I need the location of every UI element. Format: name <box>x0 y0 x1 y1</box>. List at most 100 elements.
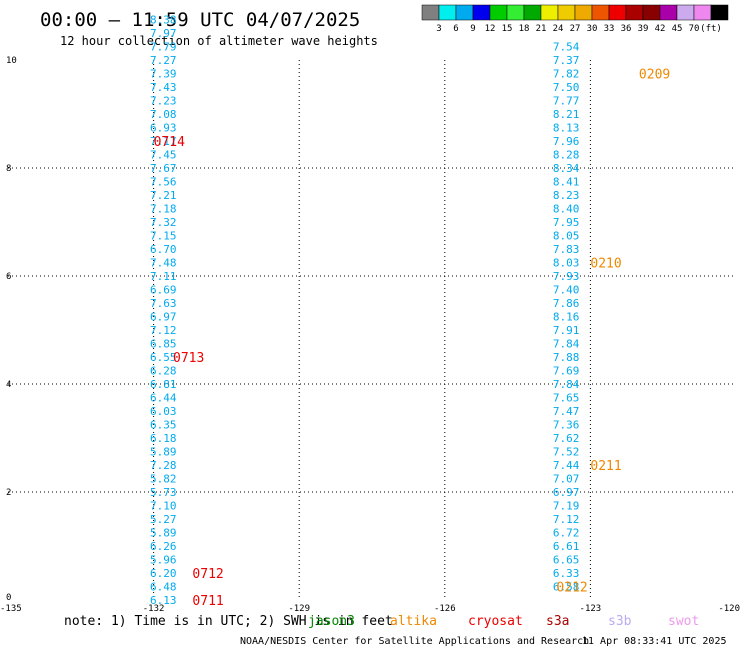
wave-height-value: 5.96 <box>150 554 177 567</box>
colorbar-label: 33 <box>604 24 615 34</box>
wave-height-value: 8.34 <box>553 162 580 175</box>
wave-height-value: 7.21 <box>150 189 177 202</box>
wave-height-value: 6.69 <box>150 284 177 297</box>
wave-height-points: 6.136.486.205.966.26 5.89 5.277.105.735.82… <box>150 14 580 608</box>
colorbar-swatch <box>625 4 644 21</box>
satellite-legend: jason3 altika cryosat s3a s3b swot <box>308 614 699 629</box>
chart-footer: note: 1) Time is in UTC; 2) SWH is in fe… <box>64 614 727 647</box>
wave-height-value: 8.38 <box>150 14 177 27</box>
satellite-name: s3a <box>546 614 569 629</box>
wave-height-value: 6.85 <box>150 338 177 351</box>
y-tick-label: 8 <box>6 164 11 174</box>
colorbar-swatch <box>710 4 729 21</box>
wave-height-value: 6.72 <box>553 527 580 540</box>
pass-time-label: 0210 <box>590 257 621 272</box>
wave-height-value: 6.35 <box>150 419 177 432</box>
wave-height-value: 7.45 <box>150 149 177 162</box>
y-tick-label: 2 <box>6 488 11 498</box>
wave-height-value: 7.65 <box>553 392 580 405</box>
colorbar-label: 30 <box>587 24 598 34</box>
wave-height-value: 7.84 <box>553 338 580 351</box>
pass-time-labels: 0711 0712 0713 0714 0212 0211 0210 0209 <box>154 68 671 610</box>
wave-height-value: 6.61 <box>553 540 580 553</box>
wave-height-value: 7.10 <box>150 500 177 513</box>
y-tick-label: 4 <box>6 380 11 390</box>
wave-height-value: 5.89 <box>150 446 177 459</box>
wave-height-value: 6.13 <box>150 594 177 607</box>
wave-height-value: 7.15 <box>150 230 177 243</box>
pass-time-label: 0211 <box>590 459 621 474</box>
wave-height-value: 7.07 <box>553 473 580 486</box>
wave-height-value: 5.82 <box>150 473 177 486</box>
satellite-name: s3b <box>608 614 632 629</box>
colorbar-legend: 3 6 9 12 15 18 21 24 27 30 33 36 39 42 45 70 (ft) <box>421 4 729 34</box>
wave-height-value: 7.23 <box>150 95 177 108</box>
satellite-name: cryosat <box>468 614 523 629</box>
wave-height-value: 7.12 <box>150 324 177 337</box>
colorbar-label: 24 <box>553 24 564 34</box>
wave-height-value: 5.73 <box>150 486 177 499</box>
x-tick-label: -135 <box>0 604 22 614</box>
footer-timestamp: 11 Apr 08:33:41 UTC 2025 <box>582 636 727 647</box>
colorbar-swatch <box>540 4 559 21</box>
plot-grid: -135 -132 -129 -126 -123 -120 0 2 4 6 8 10 <box>0 56 740 614</box>
colorbar-label: 3 <box>436 24 441 34</box>
wave-height-value: 7.67 <box>150 162 177 175</box>
colorbar-swatch <box>421 4 440 21</box>
wave-height-value: 7.54 <box>553 41 580 54</box>
wave-height-value: 8.03 <box>553 257 580 270</box>
colorbar-swatch <box>659 4 678 21</box>
colorbar-label: 27 <box>570 24 581 34</box>
wave-height-value: 7.08 <box>150 108 177 121</box>
colorbar-swatch <box>693 4 712 21</box>
wave-height-value: 5.27 <box>150 513 177 526</box>
wave-height-value: 7.93 <box>553 270 580 283</box>
wave-height-value: 7.77 <box>553 95 580 108</box>
wave-height-value: 6.18 <box>150 432 177 445</box>
wave-height-value: 7.28 <box>150 459 177 472</box>
colorbar-swatch <box>608 4 627 21</box>
colorbar-swatch <box>438 4 457 21</box>
colorbar-swatch <box>591 4 610 21</box>
wave-height-value: 7.88 <box>553 351 580 364</box>
satellite-name: swot <box>668 614 699 629</box>
colorbar-swatch <box>574 4 593 21</box>
y-tick-label: 0 <box>6 593 11 603</box>
colorbar-label: 70 <box>689 24 700 34</box>
x-tick-label: -120 <box>718 604 740 614</box>
wave-height-value: 8.28 <box>553 149 580 162</box>
wave-height-value: 7.27 <box>150 54 177 67</box>
x-tick-label: -132 <box>143 604 165 614</box>
pass-time-label: 0711 <box>192 594 223 609</box>
wave-height-value: 7.56 <box>150 176 177 189</box>
colorbar-label: (ft) <box>700 24 722 34</box>
wave-height-value: 6.48 <box>150 581 177 594</box>
wave-height-value: 7.19 <box>553 500 580 513</box>
wave-height-value: 7.52 <box>553 446 580 459</box>
wave-height-value: 6.26 <box>150 540 177 553</box>
x-tick-label: -123 <box>580 604 602 614</box>
wave-height-value: 6.93 <box>150 122 177 135</box>
wave-height-value: 7.84 <box>553 378 580 391</box>
colorbar-swatch <box>455 4 474 21</box>
colorbar-label: 12 <box>485 24 496 34</box>
y-tick-label: 6 <box>6 272 11 282</box>
chart-title: 00:00 – 11:59 UTC 04/07/2025 <box>40 9 360 31</box>
wave-height-value: 7.48 <box>150 257 177 270</box>
pass-time-label: 0714 <box>154 135 185 150</box>
colorbar-label: 6 <box>453 24 458 34</box>
wave-height-value: 6.65 <box>553 554 580 567</box>
colorbar-swatch <box>676 4 695 21</box>
satellite-name: altika <box>390 614 437 629</box>
wave-height-value: 6.33 <box>553 567 580 580</box>
pass-time-label: 0712 <box>192 567 223 582</box>
wave-height-value: 8.23 <box>553 189 580 202</box>
wave-height-value: 7.11 <box>150 270 177 283</box>
wave-height-value: 6.20 <box>150 567 177 580</box>
y-tick-label: 10 <box>6 56 17 66</box>
wave-height-value: 6.97 <box>150 311 177 324</box>
wave-height-value: 6.81 <box>150 378 177 391</box>
wave-height-value: 7.47 <box>553 405 580 418</box>
satellite-name: jason3 <box>308 614 355 629</box>
